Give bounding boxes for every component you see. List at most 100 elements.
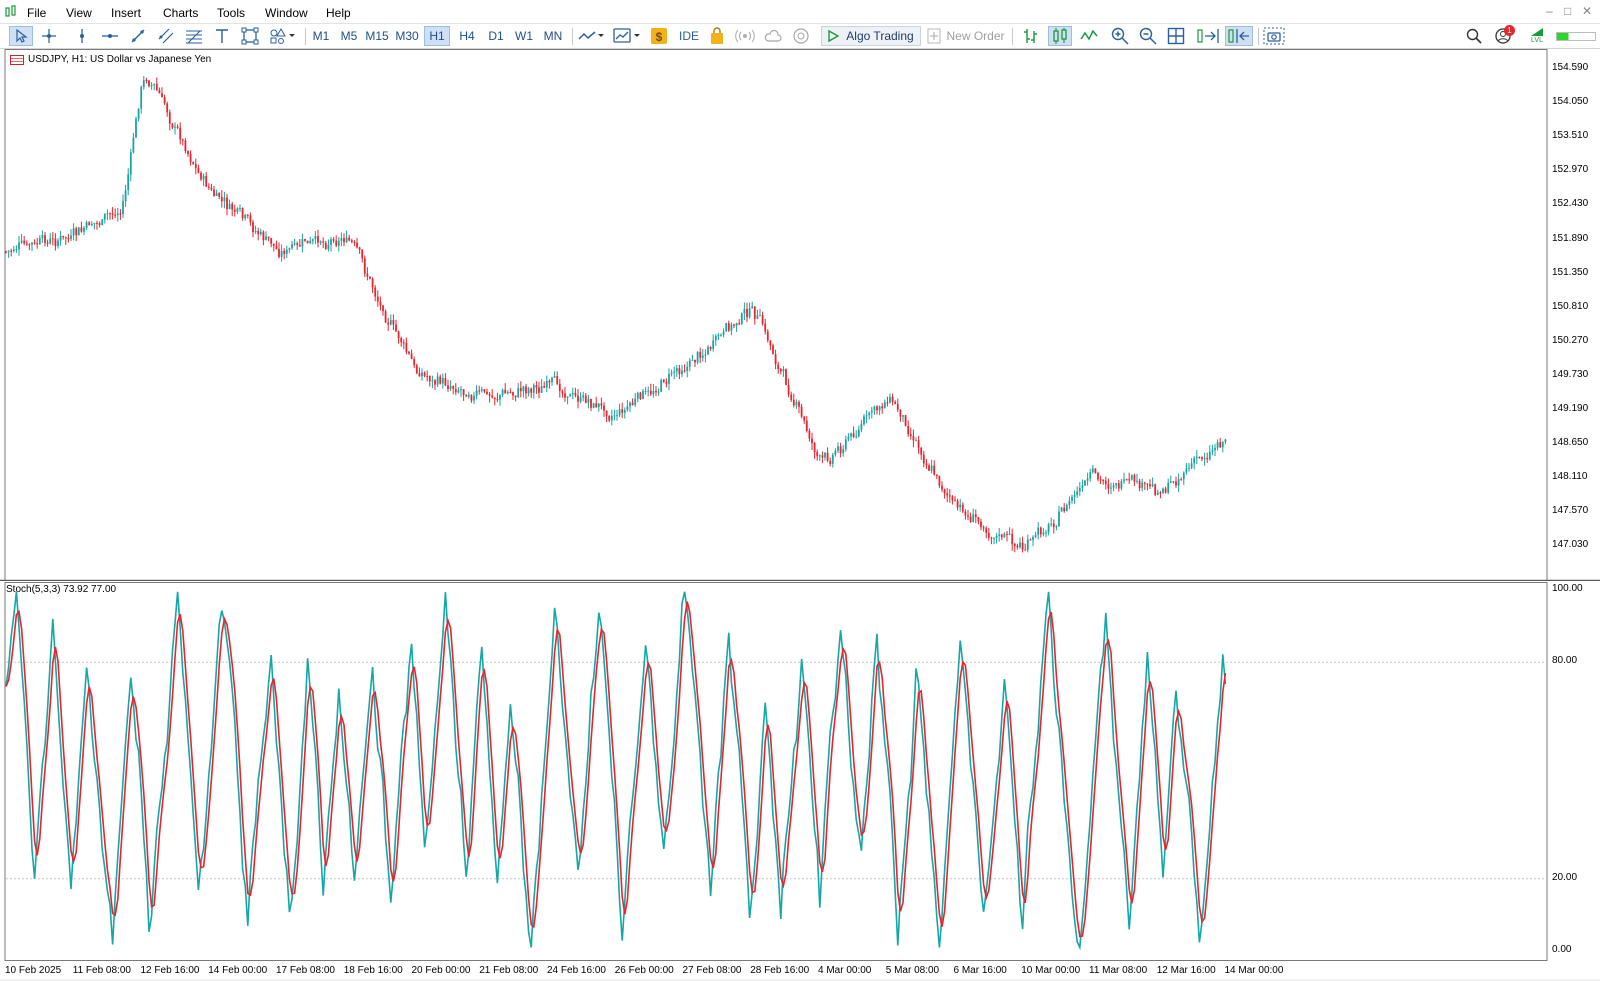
menu-window[interactable]: Window (265, 6, 308, 20)
timeframe-h1[interactable]: H1 (424, 26, 450, 46)
objects-dropdown-button[interactable] (267, 26, 299, 46)
candle-body (764, 323, 767, 332)
channel-tool-button[interactable] (155, 26, 177, 46)
candle-body (631, 402, 634, 406)
radio-button-disabled[interactable] (734, 26, 756, 46)
candle-body (1193, 458, 1196, 464)
candle-body (504, 389, 507, 394)
candle-body (769, 340, 772, 346)
candle-body (883, 402, 886, 409)
indicators-dropdown-button[interactable] (577, 26, 607, 46)
signals-button[interactable] (706, 26, 728, 46)
timeframe-w1[interactable]: W1 (515, 29, 533, 43)
timeframe-m15[interactable]: M15 (365, 29, 389, 43)
fibonacci-tool-button[interactable] (183, 26, 205, 46)
candle-body (1211, 450, 1214, 452)
shapes-tool-button[interactable] (239, 26, 261, 46)
timeframe-mn[interactable]: MN (543, 29, 563, 43)
candle-body (1198, 456, 1201, 458)
screenshot-button[interactable] (1261, 26, 1287, 46)
candle-body (759, 315, 761, 317)
candle-body (460, 389, 462, 391)
account-button[interactable]: 1 (1490, 25, 1516, 46)
candle-body (384, 311, 387, 323)
bar-chart-icon (1024, 29, 1037, 43)
cursor-tool-button[interactable] (9, 26, 33, 46)
candle-body (270, 238, 273, 244)
menu-tools[interactable]: Tools (217, 6, 246, 20)
vps-button[interactable] (762, 26, 784, 46)
timeframe-m1[interactable]: M1 (312, 29, 330, 43)
candle-body (405, 342, 408, 352)
candle-body (205, 175, 208, 187)
tile-windows-button[interactable] (1165, 26, 1187, 46)
line-chart-button[interactable] (1078, 26, 1100, 46)
candle-body (571, 392, 574, 395)
time-tick-label: 24 Feb 16:00 (547, 965, 606, 976)
ide-button[interactable]: IDE (676, 26, 702, 46)
templates-dropdown-button[interactable] (611, 26, 643, 46)
trend-line-tool-button[interactable] (127, 26, 149, 46)
menu-charts[interactable]: Charts (163, 6, 199, 20)
timeframe-m5[interactable]: M5 (340, 29, 358, 43)
stochastic-pane[interactable] (0, 582, 1600, 962)
candle-body (1149, 484, 1151, 487)
candle-body (540, 386, 543, 393)
candle-body (933, 465, 936, 475)
candle-body (1006, 533, 1008, 535)
candle-body (837, 446, 839, 451)
time-tick-label: 11 Feb 08:00 (72, 965, 131, 976)
menu-file[interactable]: File (27, 6, 47, 20)
text-tool-button[interactable] (211, 26, 233, 46)
zoom-out-button[interactable] (1137, 26, 1159, 46)
horizontal-line-tool-button[interactable] (99, 26, 121, 46)
candle-body (83, 227, 85, 232)
candle-body (582, 395, 585, 398)
price-tick-label: 153.510 (1552, 130, 1589, 142)
auto-scroll-button[interactable] (1195, 26, 1221, 46)
candle-body (642, 391, 644, 399)
candle-body (140, 86, 143, 109)
bar-chart-button[interactable] (1020, 26, 1042, 46)
close-icon[interactable]: ✕ (1582, 4, 1593, 18)
vertical-line-tool-button[interactable] (71, 26, 93, 46)
candle-body (1024, 549, 1027, 551)
candle-body (772, 345, 774, 355)
crosshair-tool-button[interactable] (38, 26, 60, 46)
candle-body (740, 313, 743, 324)
timeframe-d1[interactable]: D1 (488, 29, 504, 43)
dollar-icon: $ (651, 28, 667, 44)
price-chart[interactable] (0, 49, 1600, 581)
candle-body (116, 213, 119, 216)
zoom-in-button[interactable] (1109, 26, 1131, 46)
time-tick-label: 5 Mar 08:00 (885, 965, 940, 976)
candle-body (1151, 484, 1154, 487)
candle-body (369, 276, 371, 279)
minimize-icon[interactable]: – (1546, 4, 1553, 18)
menu-help[interactable]: Help (326, 6, 351, 20)
algo-trading-button[interactable]: Algo Trading (821, 26, 921, 46)
time-tick-label: 6 Mar 16:00 (953, 965, 1007, 976)
candle-body (1138, 480, 1141, 489)
search-button[interactable] (1463, 26, 1485, 46)
new-order-button[interactable]: New Order (925, 26, 1007, 46)
candle-body (163, 97, 166, 104)
community-button[interactable] (790, 26, 812, 46)
menu-view[interactable]: View (66, 6, 92, 20)
price-tick-label: 150.810 (1552, 300, 1589, 312)
connection-meter (1556, 31, 1596, 41)
candle-body (1175, 481, 1177, 486)
candle-body (353, 242, 356, 244)
candlestick-chart-button[interactable] (1048, 26, 1072, 46)
timeframe-m30[interactable]: M30 (395, 29, 419, 43)
candle-body (444, 378, 447, 386)
market-button[interactable]: $ (648, 26, 670, 46)
chart-shift-button[interactable] (1225, 26, 1253, 46)
candle-body (12, 249, 15, 251)
candle-body (236, 208, 239, 212)
restore-icon[interactable]: □ (1564, 4, 1572, 18)
price-tick-label: 148.110 (1552, 471, 1588, 483)
candle-body (413, 359, 416, 366)
menu-insert[interactable]: Insert (111, 6, 142, 20)
timeframe-h4[interactable]: H4 (459, 29, 475, 43)
